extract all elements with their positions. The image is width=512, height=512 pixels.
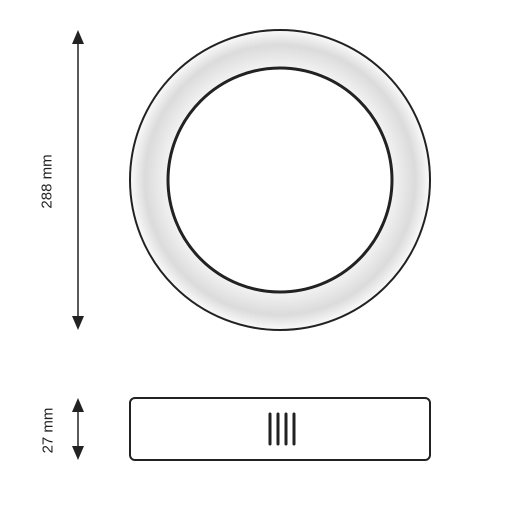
dimension-label-27mm: 27 mm [39, 407, 56, 453]
technical-drawing: { "background_color": "#ffffff", "line_c… [0, 0, 512, 512]
dimension-arrow-27mm [72, 398, 84, 460]
drawing-svg [0, 0, 512, 512]
dimension-label-288mm: 288 mm [39, 154, 56, 208]
side-view-rect [130, 398, 430, 460]
dimension-arrow-288mm [72, 30, 84, 330]
